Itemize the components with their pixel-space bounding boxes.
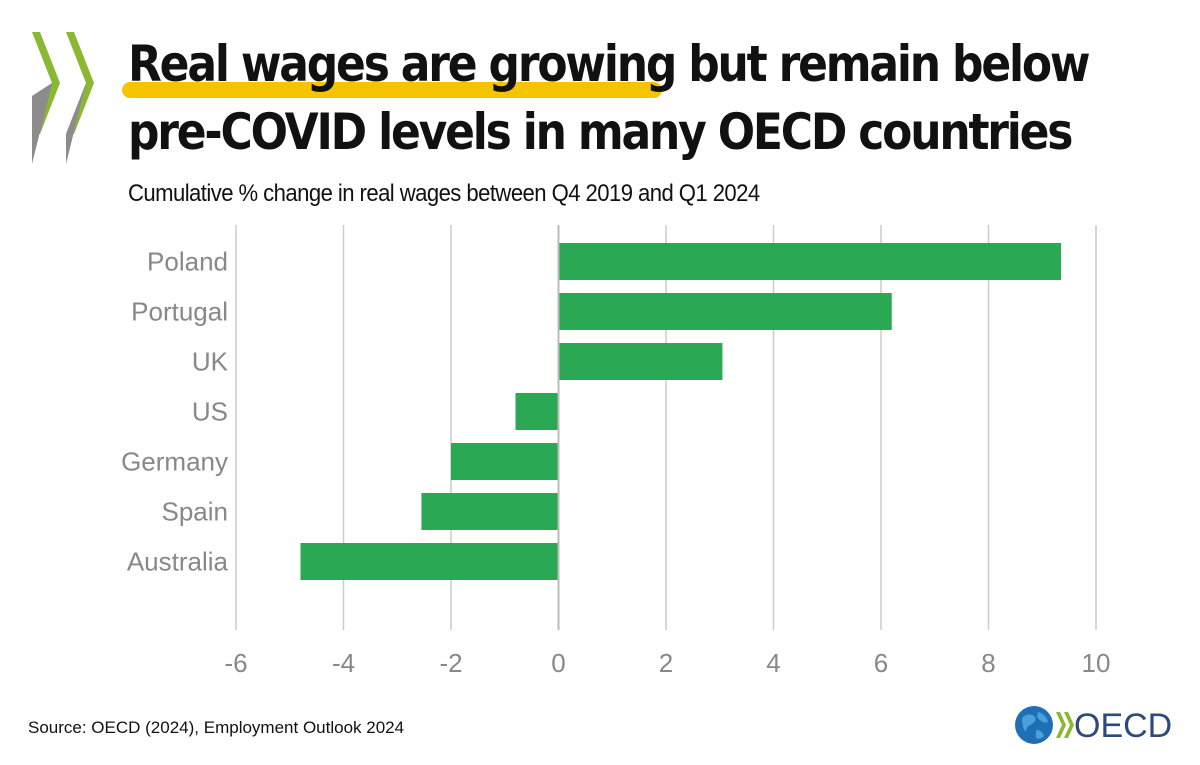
source-note: Source: OECD (2024), Employment Outlook … <box>28 718 405 737</box>
title-line2: pre-COVID levels in many OECD countries <box>128 103 1074 161</box>
title-highlight <box>122 82 662 98</box>
category-label: Spain <box>162 497 229 527</box>
x-tick-label: 0 <box>551 648 565 678</box>
bar-chart: Poland Portugal UK US Germany Spain Australia -… <box>121 225 1111 678</box>
x-tick-label: -4 <box>332 648 355 678</box>
bar <box>515 393 559 430</box>
bar <box>558 243 1062 280</box>
bar <box>558 343 723 380</box>
oecd-chevrons-icon <box>32 32 94 164</box>
bar <box>421 493 559 530</box>
x-tick-label: 6 <box>874 648 888 678</box>
x-tick-label: -2 <box>439 648 462 678</box>
category-label: Australia <box>127 547 229 577</box>
x-tick-label: 4 <box>766 648 780 678</box>
oecd-logo: OECD <box>1015 706 1172 745</box>
globe-icon <box>1015 706 1053 744</box>
bar <box>451 443 559 480</box>
logo-text: OECD <box>1074 707 1172 745</box>
bar <box>558 293 892 330</box>
category-label: US <box>192 397 228 427</box>
title: Real wages are growing but remain below … <box>128 30 1178 166</box>
title-line1-rest: but remain below <box>675 35 1090 93</box>
x-tick-label: 8 <box>981 648 995 678</box>
title-highlighted-text: Real wages are growing <box>128 35 677 93</box>
category-label: Poland <box>147 247 228 277</box>
category-label: Portugal <box>131 297 228 327</box>
category-label: UK <box>192 347 229 377</box>
x-tick-label: 10 <box>1082 648 1111 678</box>
x-tick-label: -6 <box>224 648 247 678</box>
subtitle: Cumulative % change in real wages betwee… <box>128 180 760 207</box>
category-label: Germany <box>121 447 228 477</box>
bar <box>300 543 559 580</box>
x-tick-label: 2 <box>659 648 673 678</box>
